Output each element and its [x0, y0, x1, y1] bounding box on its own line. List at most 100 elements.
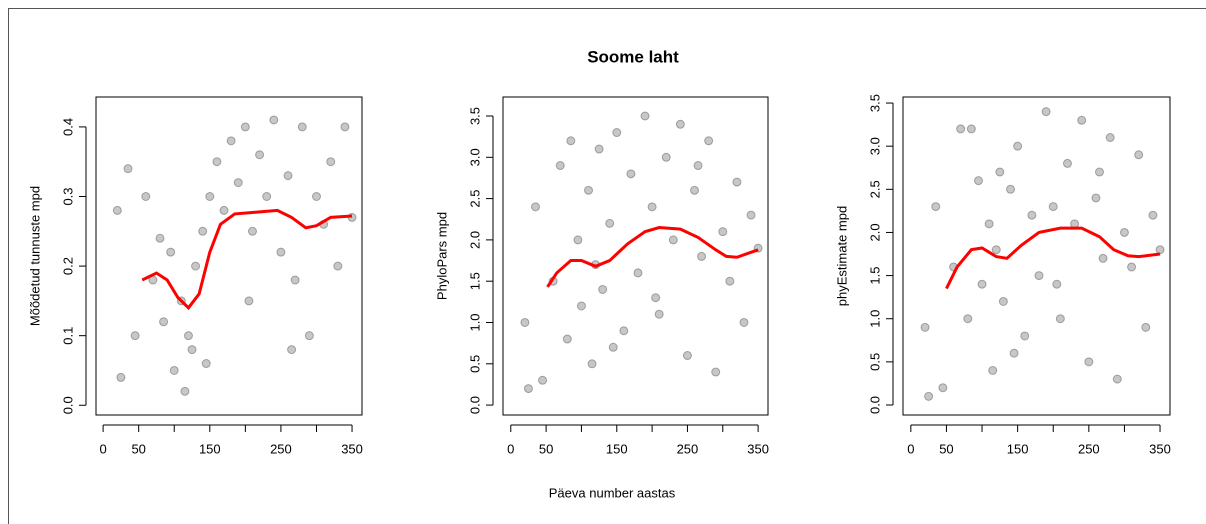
point: [290, 275, 300, 285]
point: [998, 296, 1008, 306]
point: [187, 345, 197, 355]
y-tick-label: 0.0: [467, 396, 482, 414]
x-tick-label: 350: [341, 441, 363, 456]
point: [1006, 184, 1016, 194]
y-tick-label: 1.5: [867, 267, 882, 285]
point: [1098, 253, 1108, 263]
point: [180, 386, 190, 396]
point: [1062, 158, 1072, 168]
point: [654, 309, 664, 319]
point: [739, 317, 749, 327]
y-tick-label: 0.5: [467, 355, 482, 373]
point: [183, 331, 193, 341]
y-tick-label: 2.5: [867, 180, 882, 198]
point: [130, 331, 140, 341]
x-axis-label: Päeva number aastas: [549, 485, 676, 500]
point: [938, 383, 948, 393]
y-tick-label: 2.5: [467, 190, 482, 208]
x-tick-label: 150: [199, 441, 221, 456]
point: [340, 122, 350, 132]
x-tick-label: 50: [539, 441, 553, 456]
point: [141, 192, 151, 202]
point: [240, 122, 250, 132]
y-tick-label: 3.5: [467, 107, 482, 125]
point: [520, 317, 530, 327]
point: [333, 261, 343, 271]
point: [661, 152, 671, 162]
point: [287, 345, 297, 355]
x-tick-label: 150: [606, 441, 628, 456]
point: [633, 268, 643, 278]
point: [297, 122, 307, 132]
point: [555, 161, 565, 171]
point: [651, 293, 661, 303]
point: [1034, 271, 1044, 281]
point: [612, 128, 622, 138]
point: [1095, 167, 1105, 177]
x-tick-label: 0: [507, 441, 514, 456]
point: [244, 296, 254, 306]
point: [326, 157, 336, 167]
x-tick-label: 50: [131, 441, 145, 456]
point: [155, 233, 165, 243]
y-axis-label: PhyloPars mpd: [434, 212, 449, 300]
point: [920, 322, 930, 332]
point: [283, 171, 293, 181]
y-axis-label: phyEstimate mpd: [834, 206, 849, 306]
point: [311, 192, 321, 202]
point: [269, 115, 279, 125]
point: [1070, 219, 1080, 229]
y-tick-label: 0.3: [60, 187, 75, 205]
figure-title: Soome laht: [587, 47, 679, 66]
y-tick-label: 0.0: [60, 396, 75, 414]
point: [598, 284, 608, 294]
y-tick-label: 0.2: [60, 257, 75, 275]
point: [169, 365, 179, 375]
point: [718, 227, 728, 237]
point: [1052, 279, 1062, 289]
point: [626, 169, 636, 179]
point: [746, 210, 756, 220]
point: [725, 276, 735, 286]
point: [1105, 133, 1115, 143]
point: [191, 261, 201, 271]
y-tick-label: 2.0: [867, 223, 882, 241]
y-tick-label: 3.0: [867, 137, 882, 155]
point: [1155, 245, 1165, 255]
point: [1112, 374, 1122, 384]
point: [1055, 314, 1065, 324]
y-tick-label: 3.0: [467, 148, 482, 166]
point: [984, 219, 994, 229]
point: [1134, 150, 1144, 160]
point: [973, 176, 983, 186]
point: [276, 247, 286, 257]
point: [255, 150, 265, 160]
point: [977, 279, 987, 289]
y-tick-label: 1.0: [467, 313, 482, 331]
plot-box: [502, 96, 769, 416]
point: [1041, 107, 1051, 117]
point: [576, 301, 586, 311]
point: [566, 136, 576, 146]
point: [605, 218, 615, 228]
point: [675, 119, 685, 129]
y-tick-label: 1.0: [867, 310, 882, 328]
point: [562, 334, 572, 344]
x-tick-label: 350: [1149, 441, 1171, 456]
point: [531, 202, 541, 212]
x-tick-label: 250: [270, 441, 292, 456]
x-tick-label: 150: [1007, 441, 1029, 456]
point: [584, 185, 594, 195]
point: [995, 167, 1005, 177]
point: [1027, 210, 1037, 220]
point: [304, 331, 314, 341]
point: [1077, 115, 1087, 125]
point: [159, 317, 169, 327]
point: [233, 178, 243, 188]
point: [931, 202, 941, 212]
point: [924, 391, 934, 401]
point: [594, 144, 604, 154]
smooth-line: [141, 208, 353, 311]
point: [247, 226, 257, 236]
point: [668, 235, 678, 245]
